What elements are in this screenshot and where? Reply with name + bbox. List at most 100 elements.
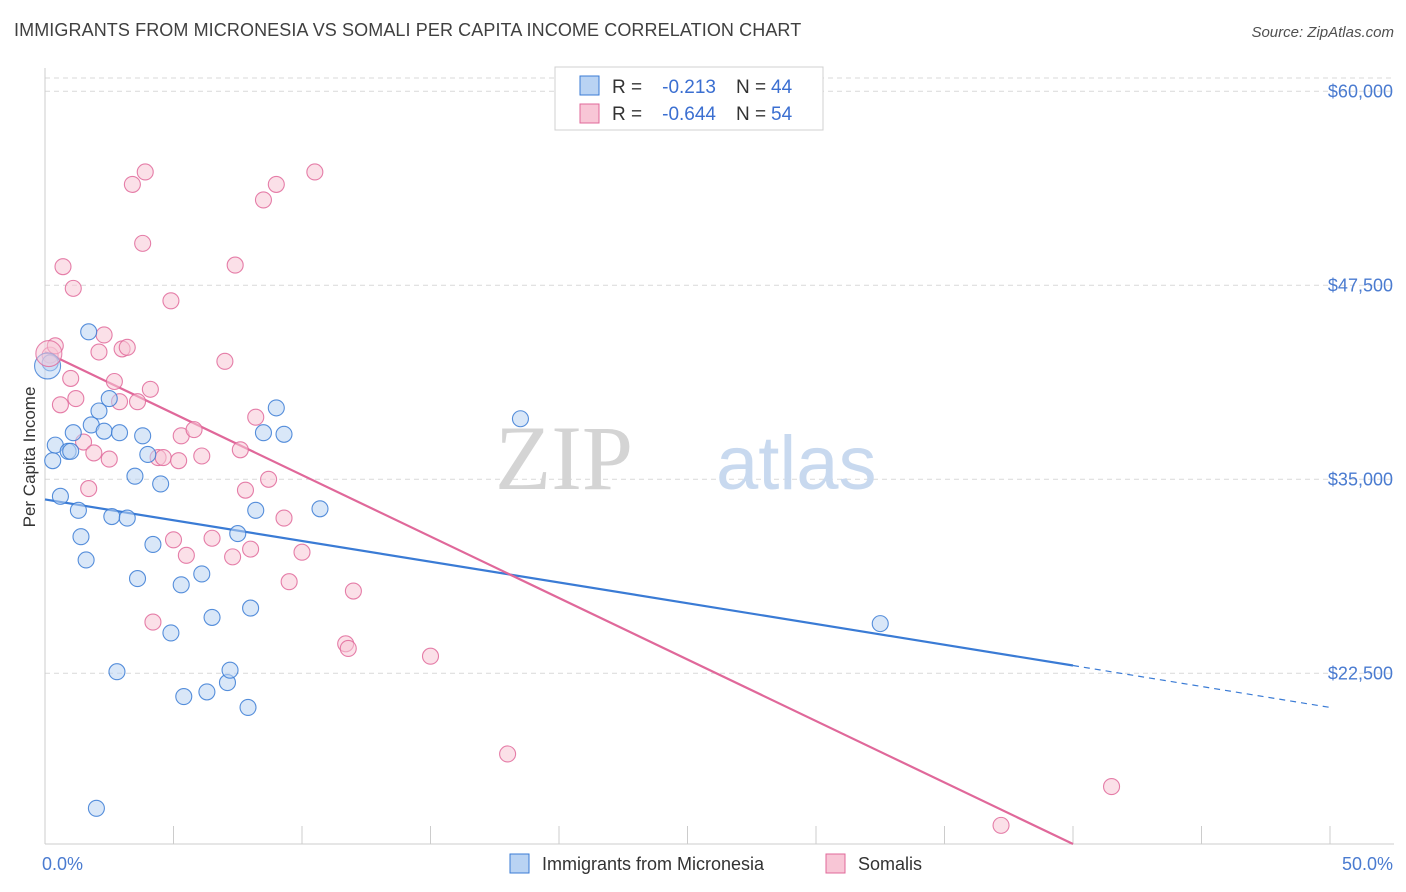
watermark: ZIP atlas <box>495 407 877 509</box>
trend-line-extension-0 <box>1072 664 1331 709</box>
legend-box: R = -0.213 N = 44 R = -0.644 N = 54 <box>554 66 824 131</box>
somali-point-27 <box>170 452 188 470</box>
legend-r-value-1: -0.213 <box>662 77 716 98</box>
somali-point-5 <box>64 279 82 297</box>
somali-point-32 <box>203 529 221 547</box>
tick-labels: $60,000 $47,500 $35,000 $22,500 0.0% 50.0% <box>42 81 1393 874</box>
x-tick-label-0: 0.0% <box>42 854 83 874</box>
somali-point-26 <box>164 531 183 549</box>
micronesia-point-1 <box>44 452 62 470</box>
trend-line-0 <box>44 498 1074 667</box>
micronesia-point-19 <box>118 509 136 527</box>
somali-point-13 <box>105 372 123 391</box>
micronesia-point-22 <box>134 427 152 445</box>
somali-point-21 <box>141 380 159 398</box>
somali-point-4 <box>62 369 80 387</box>
x-tick-label-1: 50.0% <box>1342 854 1393 874</box>
micronesia-point-41 <box>311 500 329 518</box>
micronesia-point-8 <box>72 528 90 546</box>
somali-point-39 <box>247 408 265 426</box>
somali-point-44 <box>280 573 298 591</box>
somali-point-16 <box>118 338 136 356</box>
somali-point-51 <box>499 745 517 763</box>
micronesia-point-31 <box>203 608 221 626</box>
trend-line-1 <box>44 351 1074 845</box>
somali-point-38 <box>242 540 260 558</box>
y-tick-label-1: $47,500 <box>1328 275 1393 295</box>
somali-point-50 <box>421 647 440 665</box>
somali-point-46 <box>306 163 324 181</box>
somali-point-10 <box>90 343 108 361</box>
micronesia-point-35 <box>239 698 257 716</box>
micronesia-point-27 <box>172 576 190 594</box>
somali-point-31 <box>193 447 211 465</box>
somali-point-49 <box>344 582 362 600</box>
micronesia-point-25 <box>152 475 170 493</box>
legend-n-label-1: N = <box>736 77 766 98</box>
micronesia-point-37 <box>247 501 265 519</box>
bottom-legend-somalis: Somalis <box>858 854 922 874</box>
bottom-legend-pink-swatch <box>825 853 846 874</box>
micronesia-point-43 <box>871 615 889 633</box>
y-tick-label-2: $35,000 <box>1328 469 1393 489</box>
somali-point-3 <box>54 258 72 276</box>
somali-point-53 <box>1103 778 1121 796</box>
micronesia-point-18 <box>110 424 129 442</box>
legend-r-value-2: -0.644 <box>662 104 716 125</box>
axes <box>44 68 1394 845</box>
somali-point-35 <box>226 256 244 274</box>
micronesia-point-29 <box>193 565 211 583</box>
micronesia-point-17 <box>108 663 126 681</box>
legend-n-value-1: 44 <box>771 77 793 98</box>
somali-point-20 <box>136 163 154 181</box>
y-tick-label-3: $22,500 <box>1328 663 1393 683</box>
y-axis-label: Per Capita Income <box>20 387 39 528</box>
somali-point-41 <box>260 470 278 488</box>
somali-point-42 <box>267 175 285 193</box>
micronesia-point-40 <box>275 425 293 443</box>
somali-point-18 <box>128 393 147 411</box>
y-tick-label-0: $60,000 <box>1328 81 1393 101</box>
micronesia-point-3 <box>51 487 69 505</box>
legend-n-value-2: 54 <box>771 104 793 125</box>
legend-pink-swatch <box>579 103 600 124</box>
micronesia-point-13 <box>90 402 108 420</box>
micronesia-point-20 <box>126 467 144 485</box>
somali-point-17 <box>123 175 141 193</box>
micronesia-point-36 <box>242 599 260 617</box>
somali-point-37 <box>236 481 255 499</box>
somali-point-33 <box>216 352 234 370</box>
somali-point-36 <box>231 441 249 459</box>
somali-point-40 <box>254 191 273 209</box>
micronesia-point-14 <box>95 422 113 440</box>
somali-point-25 <box>162 292 180 310</box>
micronesia-point-7 <box>69 501 87 519</box>
somali-point-52 <box>992 816 1010 834</box>
micronesia-point-9 <box>77 551 95 569</box>
legend-blue-swatch <box>579 75 600 96</box>
micronesia-point-30 <box>198 683 216 701</box>
gridlines <box>45 77 1394 674</box>
somali-point-11 <box>95 326 113 344</box>
micronesia-point-21 <box>128 570 147 588</box>
micronesia-point-38 <box>254 424 273 442</box>
somali-point-8 <box>80 480 98 498</box>
micronesia-point-6 <box>64 424 82 442</box>
legend-r-label-1: R = <box>612 77 642 98</box>
somali-point-22 <box>144 613 162 631</box>
bottom-legend-blue-swatch <box>509 853 530 874</box>
micronesia-point-15 <box>100 390 118 408</box>
bottom-legend: Immigrants from Micronesia Somalis <box>509 853 922 874</box>
somali-point-12 <box>100 450 118 468</box>
micronesia-point-28 <box>175 688 193 706</box>
micronesia-point-10 <box>80 323 98 341</box>
somali-point-2 <box>51 396 69 414</box>
somali-point-30 <box>185 421 203 439</box>
micronesia-point-24 <box>144 535 162 554</box>
somali-point-43 <box>275 509 293 527</box>
somali-point-24 <box>154 449 172 467</box>
micronesia-point-33 <box>221 661 239 679</box>
watermark-atlas: atlas <box>716 421 877 506</box>
somali-point-6 <box>67 390 85 408</box>
